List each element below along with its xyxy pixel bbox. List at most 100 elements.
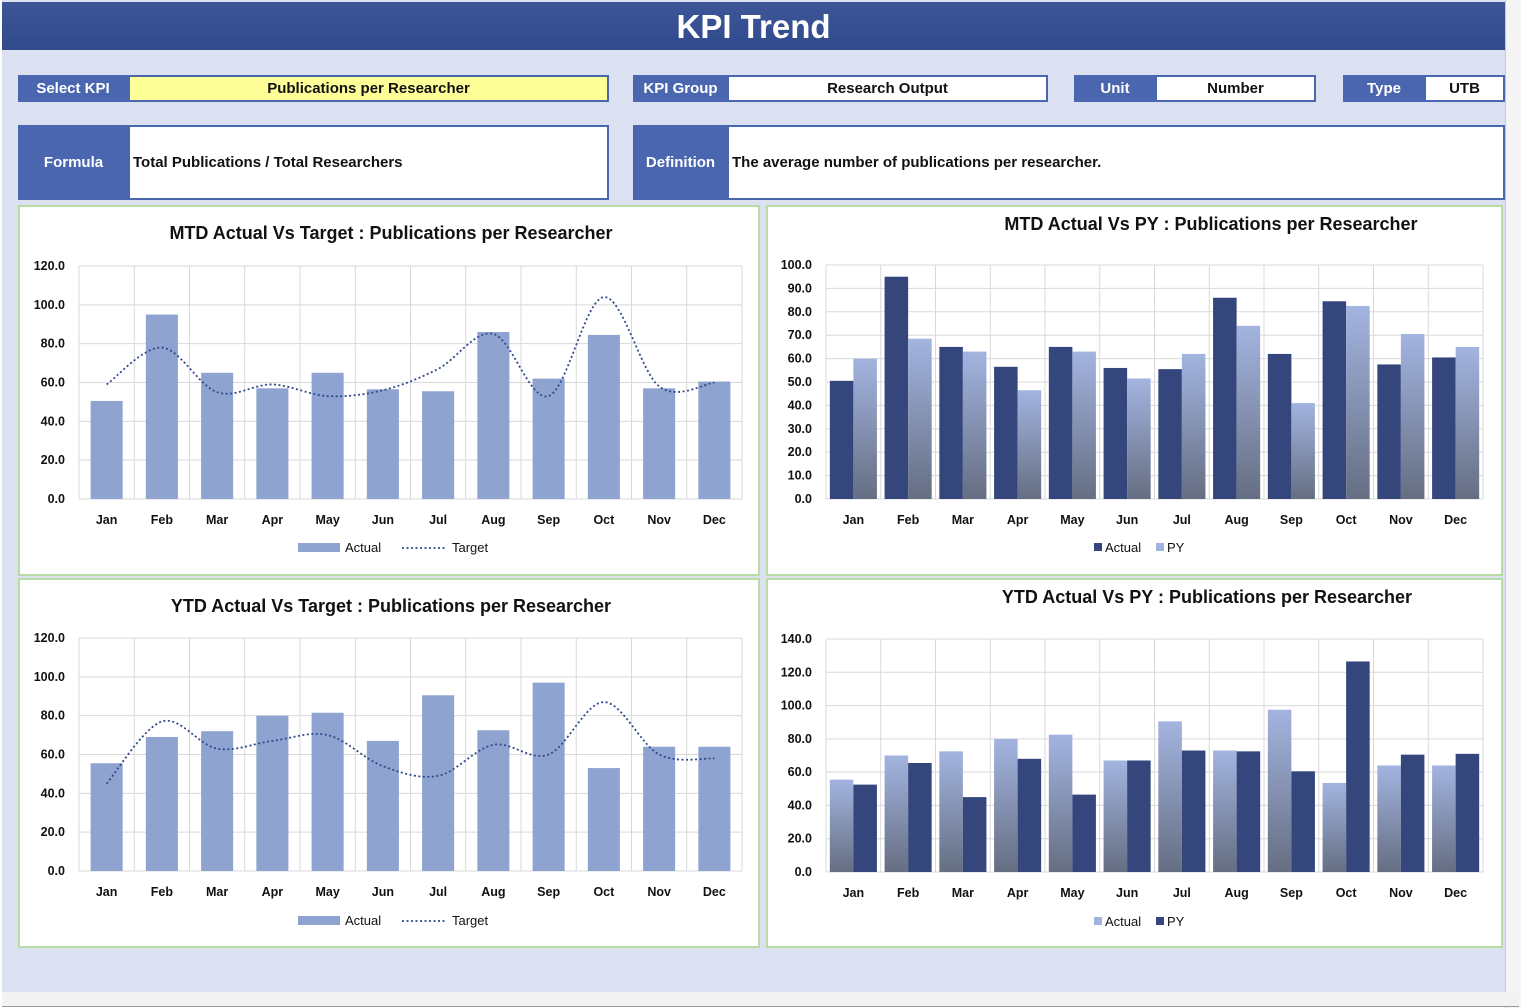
- x-tick-label: Oct: [593, 513, 615, 527]
- bar-actual: [422, 695, 455, 871]
- x-tick-label: Jun: [372, 885, 394, 899]
- y-tick-label: 60.0: [41, 376, 65, 390]
- bar-actual: [994, 366, 1018, 499]
- x-tick-label: Aug: [1224, 513, 1248, 527]
- y-tick-label: 0.0: [795, 865, 812, 879]
- y-tick-label: 120.0: [34, 259, 65, 273]
- bar-actual: [1377, 765, 1401, 872]
- legend-label-actual: Actual: [345, 540, 381, 555]
- unit-label: Unit: [1074, 75, 1156, 102]
- y-tick-label: 60.0: [788, 765, 812, 779]
- chart-title: MTD Actual Vs Target : Publications per …: [169, 223, 612, 243]
- chart-title: MTD Actual Vs PY : Publications per Rese…: [1004, 214, 1417, 234]
- bar-py: [962, 351, 987, 499]
- bar-actual: [698, 381, 731, 499]
- x-tick-label: Dec: [703, 885, 726, 899]
- bar-actual: [422, 391, 455, 499]
- page-title: KPI Trend: [676, 8, 831, 45]
- bar-actual: [90, 763, 123, 871]
- bar-py: [1072, 794, 1096, 872]
- chart-mtd-actual-vs-target-svg: MTD Actual Vs Target : Publications per …: [34, 223, 743, 555]
- x-tick-label: Oct: [1336, 513, 1358, 527]
- bar-actual: [587, 768, 620, 871]
- bar-actual: [1048, 346, 1073, 499]
- bar-actual: [1213, 297, 1237, 499]
- y-tick-label: 70.0: [788, 328, 812, 342]
- x-tick-label: May: [315, 513, 339, 527]
- bar-actual: [311, 712, 344, 871]
- y-tick-label: 140.0: [781, 632, 812, 646]
- y-tick-label: 90.0: [788, 281, 812, 295]
- select-kpi-label: Select KPI: [18, 75, 128, 102]
- x-tick-label: Mar: [952, 513, 974, 527]
- bar-py: [1236, 325, 1261, 499]
- x-tick-label: Nov: [647, 513, 671, 527]
- legend-swatch-actual: [298, 916, 340, 925]
- x-tick-label: Nov: [1389, 513, 1413, 527]
- bar-actual: [698, 746, 731, 871]
- header-bar: KPI Trend: [2, 2, 1505, 50]
- y-tick-label: 50.0: [788, 375, 812, 389]
- bar-actual: [643, 388, 676, 499]
- bar-actual: [587, 334, 620, 499]
- bar-py: [1017, 758, 1042, 872]
- y-tick-label: 100.0: [781, 699, 812, 713]
- bar-actual: [256, 715, 289, 871]
- x-tick-label: Dec: [703, 513, 726, 527]
- y-tick-label: 20.0: [41, 453, 65, 467]
- x-tick-label: Sep: [1280, 513, 1303, 527]
- bar-actual: [1158, 369, 1182, 499]
- bar-actual: [145, 314, 178, 499]
- bar-py: [853, 358, 877, 499]
- bar-actual: [366, 389, 399, 499]
- bar-actual: [884, 755, 909, 872]
- definition-value: The average number of publications per r…: [727, 125, 1505, 200]
- chart-ytd-actual-vs-target-svg: YTD Actual Vs Target : Publications per …: [34, 596, 743, 928]
- legend-label-target: Target: [452, 540, 489, 555]
- x-tick-label: Apr: [1007, 886, 1029, 900]
- x-tick-label: Apr: [1007, 513, 1029, 527]
- bar-actual: [939, 751, 963, 872]
- x-tick-label: Aug: [481, 513, 505, 527]
- bar-actual: [477, 730, 510, 871]
- bar-actual: [994, 738, 1018, 872]
- x-tick-label: Apr: [262, 513, 284, 527]
- bar-py: [1400, 334, 1425, 499]
- bar-py: [962, 797, 987, 872]
- bar-py: [1400, 754, 1425, 872]
- x-tick-label: Jan: [843, 886, 865, 900]
- legend-swatch-actual: [298, 543, 340, 552]
- bar-actual: [90, 400, 123, 499]
- x-tick-label: Jul: [1173, 513, 1191, 527]
- y-tick-label: 40.0: [41, 414, 65, 428]
- bar-actual: [532, 682, 565, 871]
- legend-label-py: PY: [1167, 914, 1185, 929]
- x-tick-label: Mar: [206, 513, 228, 527]
- y-tick-label: 20.0: [41, 825, 65, 839]
- bar-actual: [366, 740, 399, 871]
- x-tick-label: Jul: [1173, 886, 1191, 900]
- y-tick-label: 10.0: [788, 469, 812, 483]
- bar-actual: [477, 332, 510, 499]
- bar-actual: [1322, 782, 1347, 872]
- x-tick-label: Feb: [897, 886, 920, 900]
- bar-actual: [1048, 734, 1073, 872]
- legend-swatch-actual: [1094, 917, 1102, 925]
- y-tick-label: 60.0: [41, 748, 65, 762]
- legend-label-actual: Actual: [345, 913, 381, 928]
- bar-py: [1236, 751, 1261, 872]
- y-tick-label: 80.0: [41, 709, 65, 723]
- x-tick-label: Nov: [1389, 886, 1413, 900]
- y-tick-label: 0.0: [48, 864, 65, 878]
- x-tick-label: Jan: [96, 885, 118, 899]
- select-kpi-dropdown[interactable]: Publications per Researcher: [128, 75, 609, 102]
- y-tick-label: 120.0: [781, 665, 812, 679]
- bar-actual: [939, 346, 963, 499]
- bar-actual: [829, 380, 854, 499]
- x-tick-label: Oct: [593, 885, 615, 899]
- formula-label: Formula: [18, 125, 129, 200]
- y-tick-label: 100.0: [781, 258, 812, 272]
- bar-py: [908, 762, 932, 872]
- x-tick-label: Jul: [429, 513, 447, 527]
